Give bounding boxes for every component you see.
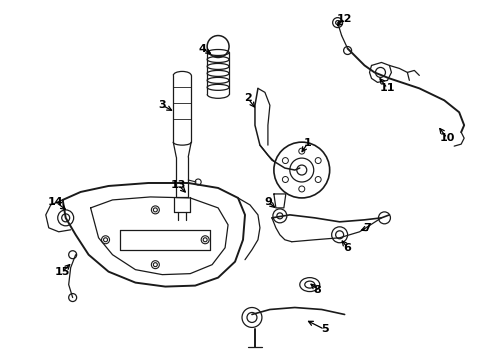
Text: 14: 14 [48, 197, 64, 207]
Text: 3: 3 [158, 100, 166, 110]
Text: 15: 15 [55, 267, 71, 276]
Text: 6: 6 [343, 243, 351, 253]
Text: 7: 7 [364, 223, 371, 233]
Text: 8: 8 [314, 284, 321, 294]
Text: 10: 10 [440, 133, 455, 143]
Text: 12: 12 [337, 14, 352, 24]
Text: 9: 9 [264, 197, 272, 207]
Text: 13: 13 [171, 180, 186, 190]
Text: 11: 11 [380, 84, 395, 93]
Text: 4: 4 [198, 44, 206, 54]
Text: 2: 2 [244, 93, 252, 103]
Text: 5: 5 [321, 324, 328, 334]
Text: 1: 1 [304, 138, 312, 148]
